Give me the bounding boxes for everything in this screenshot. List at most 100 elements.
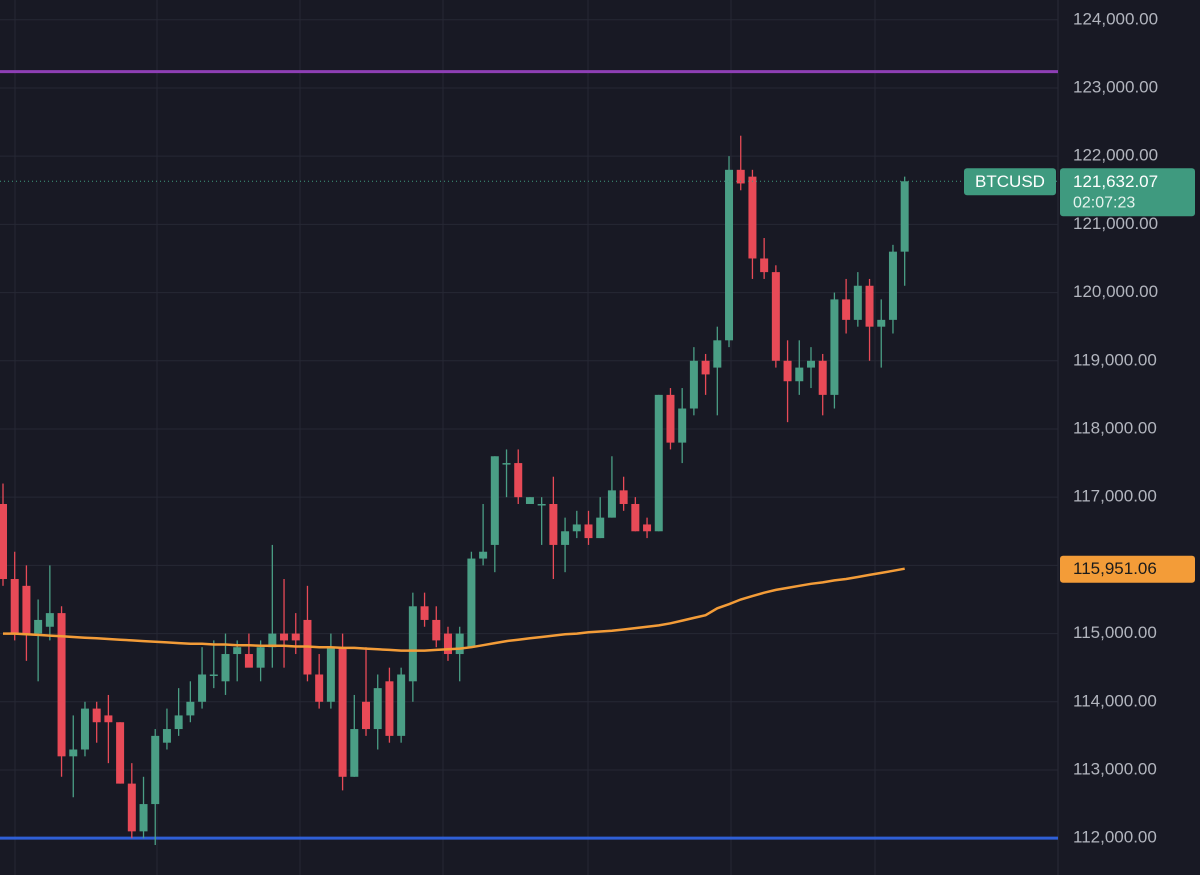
price-label: 121,632.07 bbox=[1073, 172, 1158, 191]
candle-body bbox=[806, 360, 815, 368]
y-tick-label: 115,000.00 bbox=[1073, 623, 1157, 642]
candle-body bbox=[139, 804, 148, 832]
candle-body bbox=[842, 299, 851, 320]
candle-body bbox=[0, 503, 7, 580]
candle-body bbox=[689, 360, 698, 409]
y-tick-label: 123,000.00 bbox=[1073, 77, 1158, 96]
candle-body bbox=[643, 524, 652, 532]
candle-body bbox=[900, 181, 909, 252]
ma-label: 115,951.06 bbox=[1073, 559, 1157, 578]
candle-body bbox=[432, 619, 441, 641]
candle-body bbox=[888, 251, 897, 320]
candle-body bbox=[877, 319, 886, 327]
candle-body bbox=[760, 258, 769, 273]
candle-body bbox=[420, 606, 429, 620]
candle-body bbox=[373, 688, 382, 730]
candle-body bbox=[69, 749, 78, 757]
candle-body bbox=[783, 360, 792, 382]
candle-body bbox=[502, 463, 511, 465]
candle-body bbox=[385, 681, 394, 736]
candle-body bbox=[607, 490, 616, 518]
candle-body bbox=[678, 408, 687, 443]
moving-average bbox=[3, 567, 905, 652]
candle-body bbox=[525, 497, 534, 504]
candle-body bbox=[725, 169, 734, 341]
candle-body bbox=[244, 654, 253, 668]
y-tick-label: 119,000.00 bbox=[1073, 350, 1157, 369]
candle-body bbox=[830, 299, 839, 395]
candle-body bbox=[713, 340, 722, 368]
candle-body bbox=[818, 360, 827, 395]
timer-label: 02:07:23 bbox=[1073, 194, 1135, 211]
y-tick-label: 121,000.00 bbox=[1073, 214, 1158, 233]
candle-body bbox=[408, 606, 417, 682]
candle-body bbox=[666, 394, 675, 443]
candle-body bbox=[479, 551, 488, 559]
candle-body bbox=[92, 708, 101, 723]
candle-body bbox=[151, 735, 160, 805]
candle-body bbox=[34, 619, 43, 634]
y-tick-label: 122,000.00 bbox=[1073, 146, 1158, 165]
candle-body bbox=[795, 367, 804, 382]
y-tick-label: 113,000.00 bbox=[1073, 759, 1157, 778]
candle-body bbox=[865, 285, 874, 327]
candle-body bbox=[853, 285, 862, 320]
candle-body bbox=[455, 633, 464, 655]
candle-body bbox=[490, 456, 499, 545]
candle-body bbox=[57, 613, 66, 757]
candle-body bbox=[771, 272, 780, 361]
candle-body bbox=[654, 394, 663, 532]
y-tick-label: 114,000.00 bbox=[1073, 691, 1157, 710]
candle-body bbox=[748, 176, 757, 259]
candle-body bbox=[22, 585, 31, 634]
candle-body bbox=[104, 715, 113, 723]
candle-body bbox=[736, 169, 745, 184]
candle-body bbox=[397, 674, 406, 736]
candle-body bbox=[221, 654, 230, 682]
candle-body bbox=[209, 674, 218, 676]
candle-body bbox=[315, 674, 324, 702]
candle-body bbox=[127, 783, 136, 832]
y-tick-label: 112,000.00 bbox=[1073, 828, 1157, 847]
candle-body bbox=[45, 613, 54, 627]
symbol-label: BTCUSD bbox=[975, 172, 1045, 191]
candle-body bbox=[572, 524, 581, 532]
symbol-tag bbox=[964, 168, 1056, 196]
candle-body bbox=[233, 647, 242, 655]
candle-body bbox=[549, 503, 558, 545]
candle-body bbox=[467, 558, 476, 648]
candle-body bbox=[198, 674, 207, 702]
candle-body bbox=[174, 715, 183, 730]
candle-body bbox=[631, 503, 640, 532]
candle-body bbox=[10, 579, 19, 634]
ma-tag bbox=[1060, 555, 1195, 583]
candle-body bbox=[701, 360, 710, 375]
candle-body bbox=[186, 701, 195, 716]
candle-body bbox=[350, 729, 359, 777]
candle-body bbox=[268, 633, 277, 648]
candle-body bbox=[162, 729, 171, 743]
y-tick-label: 118,000.00 bbox=[1073, 418, 1157, 437]
candle-body bbox=[443, 633, 452, 655]
candle-body bbox=[584, 524, 593, 539]
price-tag bbox=[1060, 168, 1195, 217]
candle-body bbox=[362, 701, 371, 730]
candle-body bbox=[256, 647, 265, 668]
candle-body bbox=[619, 490, 628, 504]
candle-body bbox=[561, 531, 570, 545]
y-tick-label: 117,000.00 bbox=[1073, 487, 1157, 506]
y-tick-label: 120,000.00 bbox=[1073, 282, 1158, 301]
candle-body bbox=[537, 503, 546, 506]
time-grid bbox=[14, 0, 876, 875]
candle-body bbox=[291, 633, 300, 641]
candle-body bbox=[338, 647, 347, 777]
candle-body bbox=[116, 722, 125, 784]
candle-body bbox=[80, 708, 89, 750]
candle-body bbox=[514, 463, 523, 498]
candle-body bbox=[596, 517, 605, 539]
candle-body bbox=[280, 633, 289, 641]
y-tick-label: 124,000.00 bbox=[1073, 9, 1158, 28]
